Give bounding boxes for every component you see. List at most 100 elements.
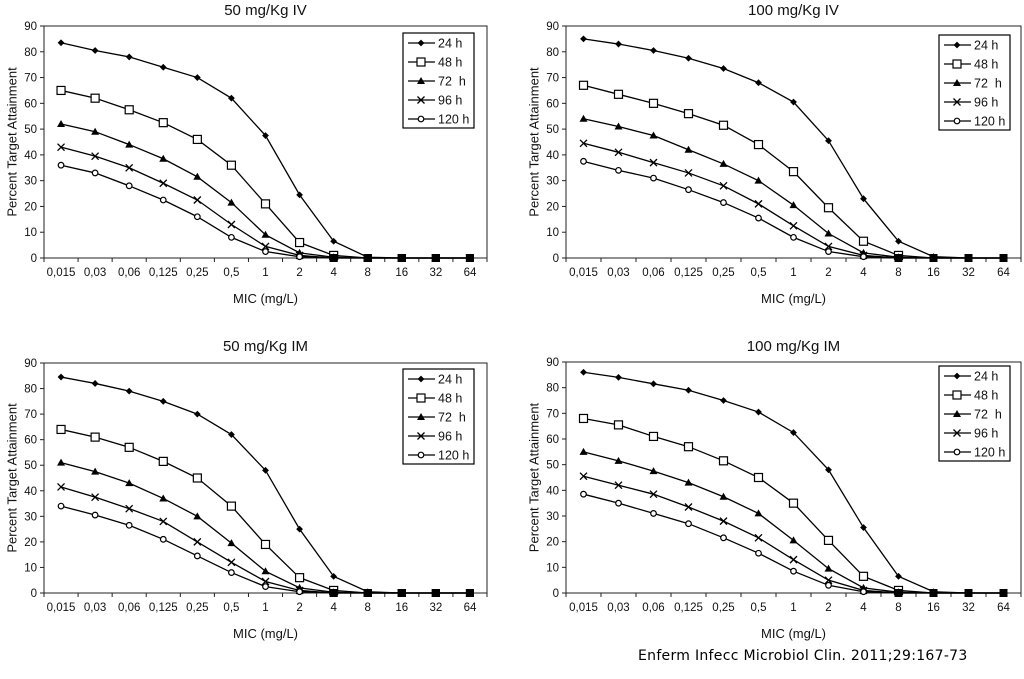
data-point bbox=[894, 589, 903, 597]
y-tick-label: 10 bbox=[24, 562, 37, 574]
data-point bbox=[964, 589, 973, 597]
data-point bbox=[720, 199, 727, 206]
data-point bbox=[260, 539, 271, 550]
data-point bbox=[719, 159, 728, 167]
plot-area bbox=[565, 25, 1022, 259]
data-point bbox=[125, 53, 133, 61]
data-point bbox=[824, 242, 833, 251]
y-tick-label: 50 bbox=[546, 124, 559, 136]
y-tick-label: 30 bbox=[546, 176, 559, 188]
legend-label: 48 h bbox=[438, 56, 462, 70]
y-tick-label: 40 bbox=[24, 486, 37, 498]
x-tick-label: 0,125 bbox=[149, 267, 178, 279]
chart-title: 50 mg/Kg IM bbox=[223, 338, 308, 355]
data-point bbox=[684, 145, 693, 153]
data-point bbox=[57, 161, 65, 169]
y-tick-label: 10 bbox=[546, 562, 559, 574]
data-point bbox=[329, 254, 338, 262]
data-point bbox=[579, 472, 588, 481]
legend-label: 72 h bbox=[438, 75, 466, 89]
data-point bbox=[262, 466, 269, 474]
series-line bbox=[583, 142, 1004, 259]
data-point bbox=[91, 467, 100, 475]
data-point bbox=[649, 467, 658, 475]
series-line bbox=[583, 475, 1004, 594]
data-point bbox=[465, 589, 474, 597]
data-point bbox=[228, 431, 235, 438]
data-point bbox=[124, 105, 134, 115]
data-point bbox=[755, 214, 762, 222]
data-point bbox=[648, 431, 659, 442]
y-tick-label: 90 bbox=[546, 357, 559, 369]
x-tick-label: 16 bbox=[395, 602, 408, 614]
data-point bbox=[228, 94, 235, 102]
data-point bbox=[753, 139, 764, 150]
x-tick-label: 32 bbox=[429, 602, 442, 614]
legend-label: 96 h bbox=[438, 430, 462, 444]
data-point bbox=[227, 539, 236, 547]
data-point bbox=[825, 466, 832, 474]
legend-marker bbox=[953, 41, 961, 49]
legend-label: 72 h bbox=[974, 408, 1002, 422]
data-point bbox=[895, 572, 902, 580]
legend-marker bbox=[952, 59, 962, 69]
series-72h bbox=[57, 119, 474, 262]
data-point bbox=[754, 199, 763, 208]
data-point bbox=[858, 236, 869, 246]
series-120h bbox=[580, 490, 1008, 597]
data-point bbox=[159, 535, 167, 543]
y-tick-label: 0 bbox=[31, 253, 37, 265]
data-point bbox=[90, 93, 100, 103]
data-point bbox=[226, 160, 237, 170]
legend-marker bbox=[952, 390, 962, 400]
legend-marker bbox=[417, 375, 425, 383]
data-point bbox=[159, 494, 168, 502]
legend-marker bbox=[417, 413, 425, 420]
x-tick-label: 0,03 bbox=[84, 602, 106, 614]
data-point bbox=[57, 482, 65, 491]
data-point bbox=[754, 176, 763, 184]
data-point bbox=[57, 373, 65, 381]
data-point bbox=[615, 40, 622, 48]
data-point bbox=[685, 386, 692, 394]
legend-marker bbox=[953, 429, 961, 437]
legend-label: 24 h bbox=[974, 370, 998, 384]
data-point bbox=[193, 410, 201, 418]
x-tick-label: 8 bbox=[895, 602, 901, 614]
data-point bbox=[825, 248, 832, 255]
x-tick-label: 0,015 bbox=[569, 267, 598, 279]
data-point bbox=[193, 74, 201, 81]
legend-label: 96 h bbox=[974, 96, 998, 110]
data-point bbox=[261, 230, 270, 238]
y-tick-label: 40 bbox=[24, 150, 37, 162]
data-point bbox=[91, 152, 100, 161]
x-tick-label: 16 bbox=[395, 267, 408, 279]
data-point bbox=[613, 89, 624, 99]
data-point bbox=[648, 98, 659, 108]
series-line bbox=[60, 164, 470, 259]
y-tick-label: 60 bbox=[546, 98, 559, 110]
data-point bbox=[614, 456, 623, 464]
data-point bbox=[578, 80, 589, 90]
x-tick-label: 4 bbox=[330, 602, 337, 614]
data-point bbox=[579, 139, 588, 148]
legend-marker bbox=[417, 451, 425, 459]
data-point bbox=[753, 472, 764, 483]
legend-marker bbox=[953, 117, 961, 125]
series-72h bbox=[57, 458, 474, 597]
x-tick-label: 0,25 bbox=[712, 602, 734, 614]
legend-marker bbox=[417, 77, 425, 84]
legend-marker bbox=[416, 57, 426, 67]
data-point bbox=[91, 169, 99, 177]
x-tick-label: 0,5 bbox=[223, 602, 239, 614]
legend-marker bbox=[953, 410, 961, 417]
series-120h bbox=[57, 502, 474, 597]
x-tick-label: 0,015 bbox=[47, 267, 76, 279]
data-point bbox=[90, 432, 100, 442]
legend-label: 24 h bbox=[974, 39, 998, 53]
legend: 24 h 48 h 72 h 96 h 120 h bbox=[938, 34, 1011, 131]
x-tick-label: 0,5 bbox=[751, 602, 767, 614]
data-point bbox=[755, 549, 762, 557]
y-tick-label: 90 bbox=[24, 21, 37, 33]
